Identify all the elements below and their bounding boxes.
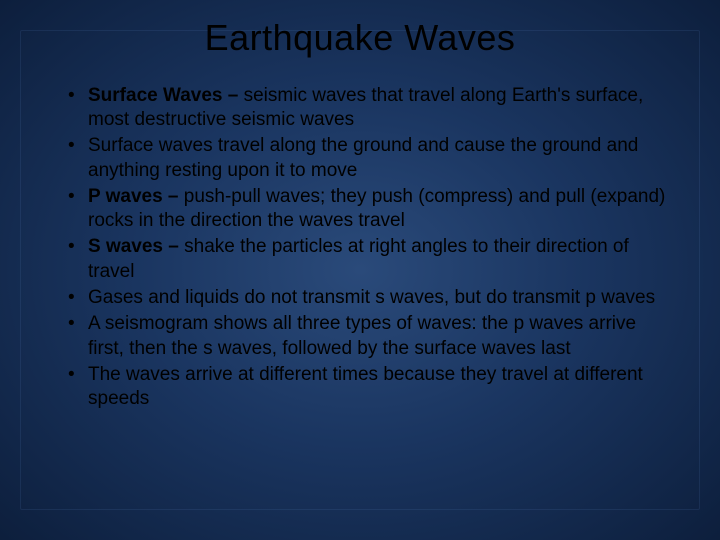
slide-container: Earthquake Waves Surface Waves – seismic… xyxy=(0,0,720,540)
bullet-text: A seismogram shows all three types of wa… xyxy=(88,313,636,358)
list-item: S waves – shake the particles at right a… xyxy=(68,235,676,284)
bullet-bold: P waves – xyxy=(88,186,184,207)
bullet-bold: Surface Waves – xyxy=(88,85,244,106)
list-item: Gases and liquids do not transmit s wave… xyxy=(68,286,676,310)
bullet-text: Gases and liquids do not transmit s wave… xyxy=(88,287,655,308)
slide-title: Earthquake Waves xyxy=(44,18,676,58)
list-item: A seismogram shows all three types of wa… xyxy=(68,312,676,361)
list-item: Surface waves travel along the ground an… xyxy=(68,134,676,183)
bullet-text: Surface waves travel along the ground an… xyxy=(88,135,638,180)
list-item: P waves – push-pull waves; they push (co… xyxy=(68,185,676,234)
list-item: Surface Waves – seismic waves that trave… xyxy=(68,84,676,133)
bullet-bold: S waves – xyxy=(88,236,184,257)
bullet-list: Surface Waves – seismic waves that trave… xyxy=(44,84,676,412)
list-item: The waves arrive at different times beca… xyxy=(68,363,676,412)
bullet-text: The waves arrive at different times beca… xyxy=(88,364,643,409)
